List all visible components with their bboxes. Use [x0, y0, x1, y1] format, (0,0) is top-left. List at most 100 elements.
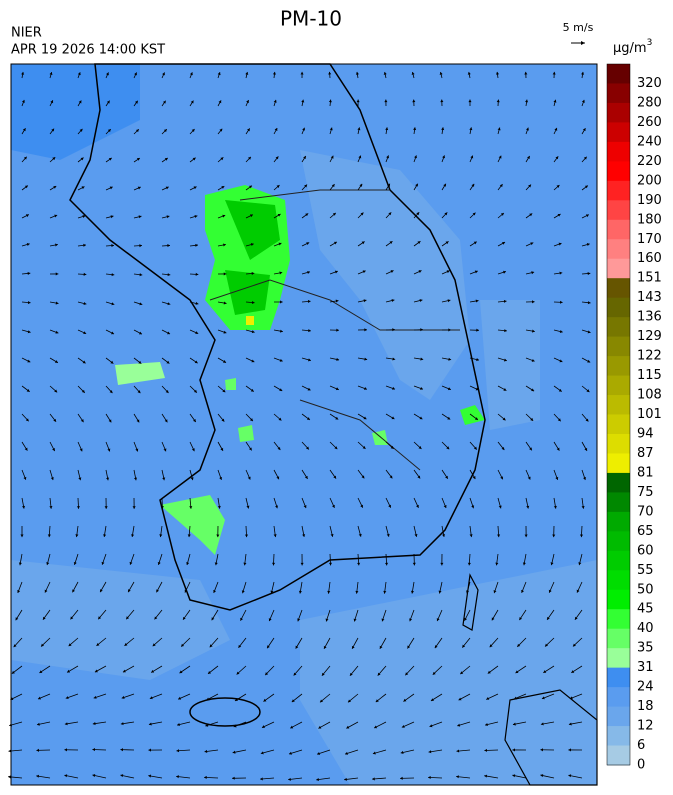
wind-arrowhead: [569, 696, 573, 700]
wind-arrowhead: [581, 71, 585, 75]
wind-arrowhead: [49, 72, 53, 75]
wind-arrowhead: [148, 748, 151, 752]
wind-arrowhead: [512, 774, 516, 778]
wind-arrowhead: [467, 562, 471, 566]
wind-arrowhead: [149, 696, 153, 700]
colorbar-segment: [607, 102, 630, 123]
wind-arrowhead: [574, 616, 578, 620]
wind-arrowhead: [306, 417, 310, 420]
wind-arrowhead: [392, 328, 395, 332]
wind-arrowhead: [179, 670, 183, 674]
wind-arrowhead: [27, 330, 31, 334]
colorbar-label: 55: [637, 563, 654, 578]
wind-arrowhead: [417, 475, 421, 479]
wind-arrowhead: [93, 695, 97, 699]
wind-arrowhead: [75, 534, 79, 538]
wind-arrowhead: [36, 748, 40, 752]
wind-arrowhead: [267, 645, 270, 649]
wind-arrowhead: [386, 533, 390, 537]
wind-arrowhead: [344, 777, 347, 781]
wind-arrowhead: [110, 331, 114, 335]
wind-arrowhead: [22, 505, 26, 509]
wind-arrowhead: [411, 72, 415, 75]
wind-arrowhead: [438, 590, 442, 594]
wind-arrowhead: [82, 214, 86, 218]
wind-arrowhead: [219, 476, 223, 480]
wind-arrowhead: [121, 695, 125, 699]
wind-arrowhead: [273, 534, 277, 538]
wind-arrowhead: [448, 357, 452, 361]
wind-arrowhead: [136, 158, 140, 161]
wind-arrowhead: [76, 506, 80, 509]
wind-arrowhead: [110, 360, 114, 364]
wind-arrowhead: [107, 448, 111, 452]
wind-arrowhead: [361, 241, 365, 245]
wind-arrowhead: [166, 360, 170, 364]
wind-arrowhead: [512, 722, 516, 726]
wind-arrowhead: [554, 127, 558, 131]
wind-arrowhead: [53, 418, 57, 422]
colorbar-label: 94: [637, 426, 654, 441]
wind-arrowhead: [432, 671, 436, 675]
wind-arrowhead: [540, 748, 543, 752]
wind-arrowhead: [248, 156, 251, 160]
wind-arrowhead: [528, 184, 532, 188]
wind-arrowhead: [139, 302, 143, 306]
wind-arrowhead: [390, 445, 394, 449]
low-concentration-patch: [480, 300, 540, 430]
wind-arrowhead: [444, 212, 448, 216]
wind-arrowhead: [514, 696, 517, 700]
wind-arrowhead: [246, 505, 250, 509]
title: PM-10: [280, 7, 342, 31]
wind-arrowhead: [81, 389, 85, 393]
wind-arrowhead: [46, 562, 50, 566]
wind-arrowhead: [502, 242, 506, 245]
wind-arrowhead: [176, 775, 179, 779]
wind-arrowhead: [484, 774, 488, 778]
wind-arrowhead: [64, 722, 68, 726]
colorbar-label: 180: [637, 212, 662, 227]
wind-arrowhead: [460, 671, 464, 675]
wind-arrowhead: [500, 213, 504, 216]
wind-arrowhead: [486, 696, 490, 700]
wind-arrowhead: [356, 99, 360, 103]
wind-arrowhead: [583, 477, 586, 480]
wind-arrowhead: [559, 271, 563, 275]
wind-arrowhead: [587, 330, 591, 334]
wind-arrowhead: [364, 328, 367, 332]
wind-arrowhead: [363, 416, 367, 420]
wind-arrowhead: [111, 244, 114, 248]
wind-arrowhead: [47, 534, 51, 538]
wind-arrowhead: [163, 448, 167, 452]
wind-arrowhead: [409, 618, 413, 622]
wind-arrowhead: [221, 186, 225, 189]
wind-arrowhead: [545, 643, 548, 647]
wind-arrowhead: [50, 477, 54, 481]
wind-arrowhead: [101, 561, 105, 565]
wind-arrowhead: [120, 722, 124, 726]
wind-arrowhead: [527, 476, 531, 480]
wind-arrowhead: [78, 477, 82, 481]
colorbar-label: 81: [637, 465, 654, 480]
wind-arrowhead: [54, 214, 58, 218]
coastline: [69, 63, 486, 611]
wind-arrowhead: [83, 243, 86, 247]
wind-arrowhead: [405, 672, 409, 676]
wind-arrowhead: [53, 186, 57, 189]
wind-arrowhead: [306, 446, 309, 450]
wind-arrowhead: [243, 562, 247, 566]
wind-arrowhead: [70, 616, 74, 620]
wind-arrowhead: [277, 214, 281, 217]
wind-arrowhead: [260, 777, 263, 781]
wind-arrowhead: [272, 71, 276, 75]
wind-arrowhead: [434, 645, 438, 649]
colorbar-label: 75: [637, 485, 654, 500]
colorbar-segment: [607, 472, 630, 493]
wind-arrowhead: [54, 360, 58, 363]
colorbar-label: 320: [637, 76, 662, 91]
wind-arrowhead: [279, 271, 283, 275]
wind-arrowhead: [469, 534, 473, 538]
wind-arrowhead: [77, 72, 81, 76]
wind-arrowhead: [466, 590, 470, 594]
wind-arrowhead: [72, 589, 76, 593]
